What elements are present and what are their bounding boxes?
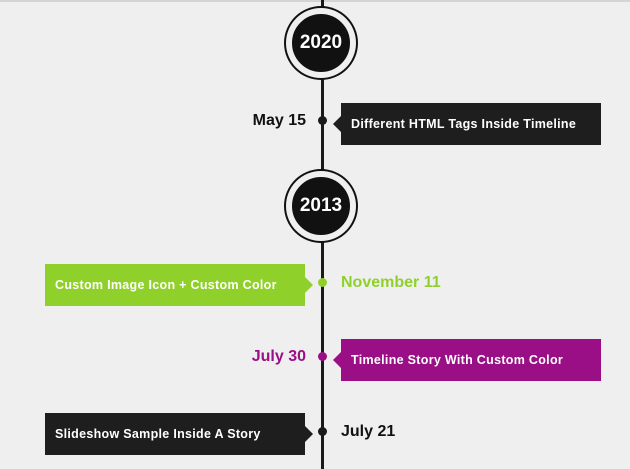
story-title: Custom Image Icon + Custom Color [55,278,277,292]
timeline-dot [318,352,327,361]
story-title: Slideshow Sample Inside A Story [55,427,261,441]
story-title: Timeline Story With Custom Color [351,353,564,367]
year-badge-2020: 2020 [289,11,353,75]
story-date-july-30: July 30 [251,348,306,365]
story-date-may-15: May 15 [252,112,306,129]
story-date-november-11: November 11 [341,274,441,291]
timeline-dot [318,427,327,436]
timeline-dot [318,278,327,287]
year-label: 2013 [299,195,343,216]
top-border [0,0,630,2]
story-card-custom-image-icon[interactable]: Custom Image Icon + Custom Color [45,264,313,306]
year-label: 2020 [299,32,343,53]
year-badge-2013: 2013 [289,174,353,238]
story-title: Different HTML Tags Inside Timeline [351,117,577,131]
story-card-html-tags[interactable]: Different HTML Tags Inside Timeline [333,103,601,145]
timeline-dot [318,116,327,125]
story-date-july-21: July 21 [341,423,396,440]
story-card-custom-color[interactable]: Timeline Story With Custom Color [333,339,601,381]
story-card-slideshow-sample[interactable]: Slideshow Sample Inside A Story [45,413,313,455]
